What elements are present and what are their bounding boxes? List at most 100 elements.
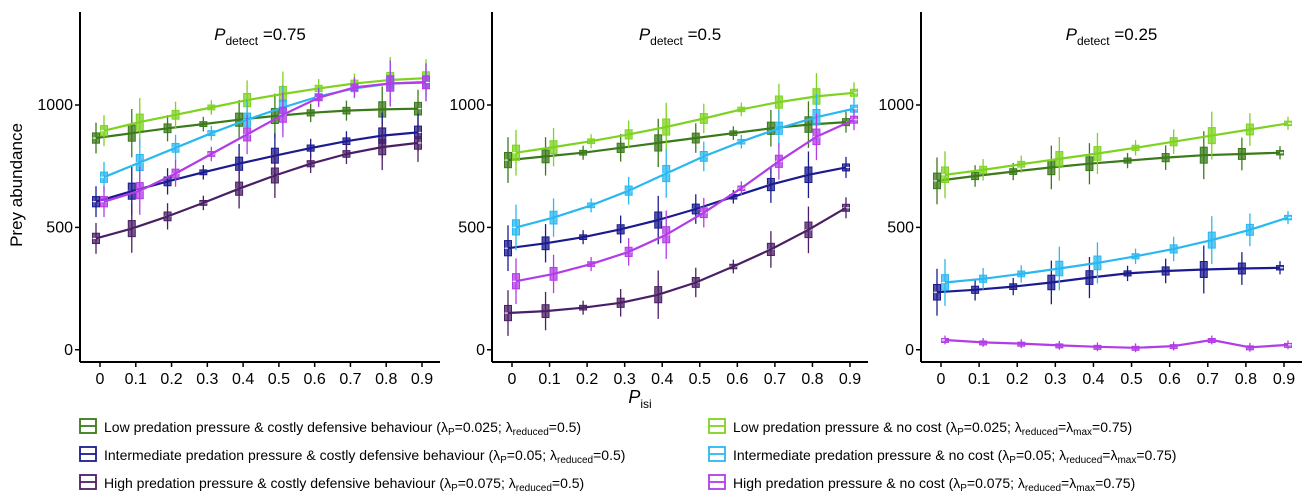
- series-low_costly: [504, 101, 850, 183]
- series-line: [103, 77, 427, 132]
- series-line: [515, 107, 855, 229]
- panel-2: Pdetect =0.5 0 500 1000 0 0.1 0.2 0.3 0.4 0.5 0.6 0…: [449, 12, 868, 388]
- series-high_costly: [92, 124, 422, 254]
- series-line: [944, 338, 1289, 349]
- series-line: [95, 131, 419, 203]
- y-tick-label: 500: [46, 219, 73, 236]
- series-int_nocost: [941, 210, 1292, 306]
- x-tick-label: 0.6: [726, 371, 748, 388]
- x-tick-label: 0.1: [538, 371, 560, 388]
- x-tick-label: 0.1: [968, 371, 990, 388]
- legend-item-low_nocost: Low predation pressure & no cost (λP=0.0…: [708, 418, 1132, 438]
- series-int_costly: [504, 151, 850, 272]
- x-tick-label: 0.9: [1273, 371, 1295, 388]
- legend-label: Intermediate predation pressure & no cos…: [733, 447, 1176, 466]
- series-high_nocost: [941, 335, 1292, 353]
- series-line: [944, 216, 1289, 284]
- legend: Low predation pressure & costly defensiv…: [79, 418, 1176, 494]
- panel-title-value: =0.5: [683, 25, 721, 44]
- x-tick-label: 0.9: [411, 371, 433, 388]
- panel-title-sub: detect: [225, 34, 258, 48]
- x-tick-label: 0.6: [1159, 371, 1181, 388]
- x-tick-label: 0.7: [764, 371, 786, 388]
- y-tick-label: 0: [64, 342, 73, 359]
- series-line: [95, 141, 419, 240]
- series-line: [507, 166, 847, 250]
- x-tick-label: 0.5: [689, 371, 711, 388]
- y-tick-label: 0: [905, 342, 914, 359]
- x-tick-label: 0.5: [1120, 371, 1142, 388]
- series-high_costly: [504, 197, 850, 336]
- legend-label: High predation pressure & costly defensi…: [104, 475, 584, 494]
- x-tick-label: 0.7: [339, 371, 361, 388]
- x-tick-label: 0.2: [1006, 371, 1028, 388]
- y-tick-label: 500: [458, 219, 485, 236]
- series-high_nocost: [512, 109, 858, 305]
- series-line: [507, 206, 847, 315]
- y-tick-label: 0: [476, 342, 485, 359]
- x-tick-label: 0: [96, 371, 105, 388]
- legend-item-low_costly: Low predation pressure & costly defensiv…: [79, 418, 581, 438]
- x-tick-label: 0.8: [375, 371, 397, 388]
- x-tick-label: 0: [937, 371, 946, 388]
- x-tick-label: 0: [508, 371, 517, 388]
- x-tick-label: 0.2: [160, 371, 182, 388]
- legend-label: High predation pressure & no cost (λP=0.…: [733, 475, 1135, 494]
- x-tick-label: 0.5: [268, 371, 290, 388]
- series-line: [944, 122, 1289, 176]
- panel-title-p: P: [639, 25, 651, 44]
- x-tick-label: 0.4: [1082, 371, 1104, 388]
- x-tick-label: 0.6: [304, 371, 326, 388]
- series-line: [103, 81, 427, 203]
- legend-label: Low predation pressure & costly defensiv…: [104, 419, 581, 438]
- panel-title-value: =0.25: [1110, 25, 1158, 44]
- legend-item-int_costly: Intermediate predation pressure & costly…: [79, 446, 625, 466]
- panel-title-sub: detect: [650, 34, 683, 48]
- y-tick-label: 1000: [449, 97, 485, 114]
- y-axis-label: Prey abundance: [7, 123, 26, 247]
- panel-title: Pdetect =0.5: [639, 25, 721, 48]
- panel-title-value: =0.75: [258, 25, 306, 44]
- legend-label: Intermediate predation pressure & costly…: [104, 447, 625, 466]
- x-axis-label-main: P: [628, 387, 640, 407]
- series-line: [515, 118, 855, 283]
- panel-1: Pdetect =0.75 0 500 1000 0 0.1 0.2 0.3 0.4 0.5 0.6…: [37, 12, 440, 388]
- legend-item-high_nocost: High predation pressure & no cost (λP=0.…: [708, 474, 1135, 494]
- series-line: [95, 107, 419, 140]
- legend-label: Low predation pressure & no cost (λP=0.0…: [733, 419, 1132, 438]
- x-tick-label: 0.2: [576, 371, 598, 388]
- x-tick-label: 0.4: [232, 371, 254, 388]
- x-tick-label: 0.8: [801, 371, 823, 388]
- series-low_costly: [933, 131, 1284, 205]
- x-tick-label: 0.8: [1235, 371, 1257, 388]
- panel-title-p: P: [1066, 25, 1078, 44]
- series-line: [515, 91, 855, 154]
- x-tick-label: 0.3: [196, 371, 218, 388]
- panel-title: Pdetect =0.75: [214, 25, 306, 48]
- x-axis-label-sub: isi: [640, 397, 651, 411]
- x-tick-label: 0.1: [125, 371, 147, 388]
- legend-item-high_costly: High predation pressure & costly defensi…: [79, 474, 584, 494]
- y-tick-label: 500: [887, 219, 914, 236]
- series-line: [936, 266, 1281, 294]
- x-tick-label: 0.9: [839, 371, 861, 388]
- series-low_nocost: [512, 73, 858, 176]
- series-low_nocost: [941, 111, 1292, 199]
- series-low_costly: [92, 86, 422, 158]
- x-tick-label: 0.7: [1197, 371, 1219, 388]
- x-tick-label: 0.3: [614, 371, 636, 388]
- x-tick-label: 0.3: [1044, 371, 1066, 388]
- x-axis-label: Pisi: [628, 387, 651, 411]
- panels: Pdetect =0.75 0 500 1000 0 0.1 0.2 0.3 0.4 0.5 0.6…: [37, 12, 1302, 388]
- x-tick-label: 0.4: [651, 371, 673, 388]
- y-tick-label: 1000: [878, 97, 914, 114]
- panel-title: Pdetect =0.25: [1066, 25, 1158, 48]
- panel-title-sub: detect: [1077, 34, 1110, 48]
- y-tick-label: 1000: [37, 97, 73, 114]
- panel-3: Pdetect =0.25 0 500 1000 0 0.1 0.2 0.3 0.4 0.5 0.6…: [878, 12, 1302, 388]
- series-high_nocost: [100, 60, 430, 218]
- panel-title-p: P: [214, 25, 226, 44]
- legend-item-int_nocost: Intermediate predation pressure & no cos…: [708, 446, 1176, 466]
- series-line: [936, 151, 1281, 182]
